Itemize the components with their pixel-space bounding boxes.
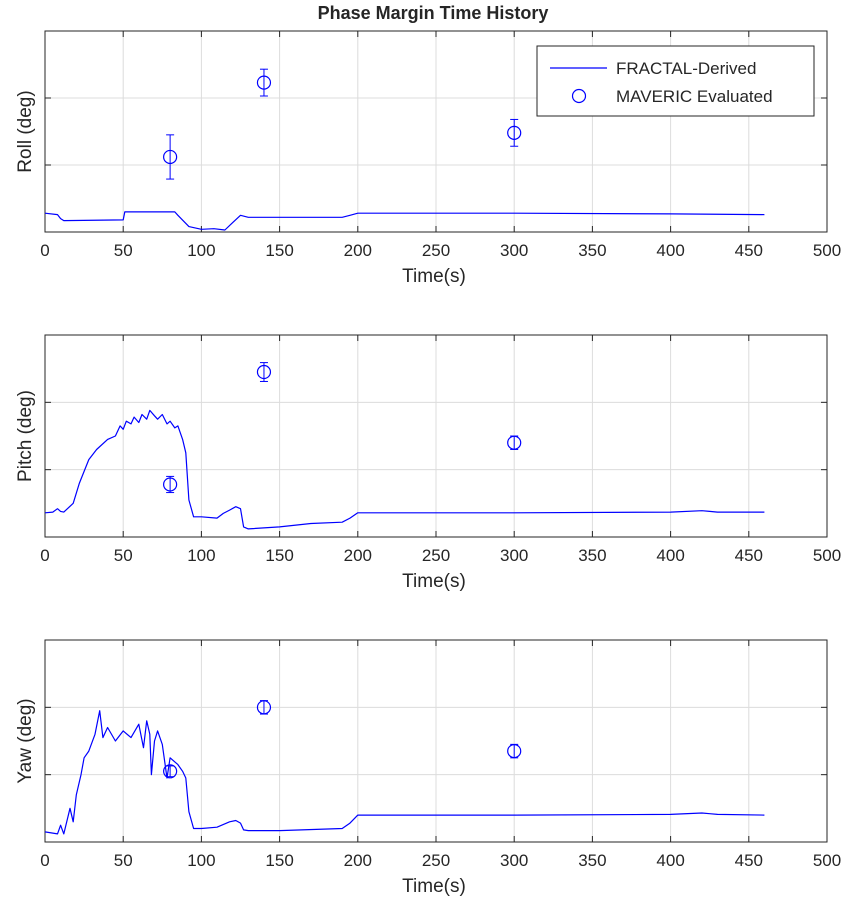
x-tick-label: 200 xyxy=(344,851,372,870)
maveric-marker xyxy=(163,764,178,779)
x-tick-label: 400 xyxy=(656,546,684,565)
y-axis-label: Roll (deg) xyxy=(15,90,36,172)
maveric-marker xyxy=(507,125,522,140)
x-tick-label: 500 xyxy=(813,851,841,870)
x-tick-label: 50 xyxy=(114,546,133,565)
legend-label-line: FRACTAL-Derived xyxy=(616,59,756,78)
x-tick-label: 400 xyxy=(656,241,684,260)
x-tick-label: 450 xyxy=(735,241,763,260)
series-line-fractal-derived xyxy=(44,409,765,530)
y-axis-label: Yaw (deg) xyxy=(15,698,36,783)
x-tick-label: 250 xyxy=(422,851,450,870)
x-axis-label: Time(s) xyxy=(402,876,466,897)
x-tick-label: 50 xyxy=(114,851,133,870)
x-tick-label: 200 xyxy=(344,546,372,565)
maveric-marker xyxy=(256,364,272,380)
y-axis-label: Pitch (deg) xyxy=(15,390,36,482)
x-tick-label: 450 xyxy=(735,851,763,870)
x-tick-label: 100 xyxy=(187,546,215,565)
x-tick-label: 100 xyxy=(187,241,215,260)
x-axis-label: Time(s) xyxy=(402,571,466,592)
x-tick-label: 100 xyxy=(187,851,215,870)
x-tick-label: 150 xyxy=(265,851,293,870)
x-axis-label: Time(s) xyxy=(402,266,466,287)
legend-label-marker: MAVERIC Evaluated xyxy=(616,87,773,106)
figure-title: Phase Margin Time History xyxy=(318,3,549,23)
x-tick-label: 500 xyxy=(813,241,841,260)
x-tick-label: 0 xyxy=(40,241,49,260)
x-tick-label: 50 xyxy=(114,241,133,260)
x-tick-label: 400 xyxy=(656,851,684,870)
x-tick-label: 150 xyxy=(265,546,293,565)
x-tick-label: 250 xyxy=(422,241,450,260)
x-tick-label: 350 xyxy=(578,851,606,870)
maveric-marker xyxy=(163,477,178,492)
chart-panel-1: 0 50 100 150 200 250 300 350 400 450 500 Time(s) Rol… xyxy=(15,30,841,287)
maveric-marker xyxy=(256,700,272,715)
legend: FRACTAL-Derived MAVERIC Evaluated xyxy=(536,45,815,117)
x-tick-label: 200 xyxy=(344,241,372,260)
x-tick-label: 450 xyxy=(735,546,763,565)
series-line-fractal-derived xyxy=(44,710,765,835)
legend-marker-swatch xyxy=(571,88,587,104)
x-tick-label: 350 xyxy=(578,546,606,565)
maveric-marker xyxy=(256,75,272,90)
maveric-marker xyxy=(507,743,522,759)
maveric-marker xyxy=(163,149,178,165)
x-tick-label: 0 xyxy=(40,546,49,565)
x-tick-label: 300 xyxy=(500,851,528,870)
x-tick-label: 500 xyxy=(813,546,841,565)
maveric-marker xyxy=(507,435,522,450)
x-tick-label: 300 xyxy=(500,546,528,565)
chart-panels: 0 50 100 150 200 250 300 350 400 450 500Time(s)Rol… xyxy=(15,30,841,897)
chart-panel-3: 0 50 100 150 200 250 300 350 400 450 500 Time(s) Yaw… xyxy=(15,639,841,897)
x-tick-label: 150 xyxy=(265,241,293,260)
chart-panel-2: 0 50 100 150 200 250 300 350 400 450 500 Time(s) Pit… xyxy=(15,334,841,592)
x-tick-label: 300 xyxy=(500,241,528,260)
x-tick-label: 0 xyxy=(40,851,49,870)
legend-box xyxy=(536,45,815,117)
x-tick-label: 250 xyxy=(422,546,450,565)
x-tick-label: 350 xyxy=(578,241,606,260)
series-line-fractal-derived xyxy=(44,211,765,231)
